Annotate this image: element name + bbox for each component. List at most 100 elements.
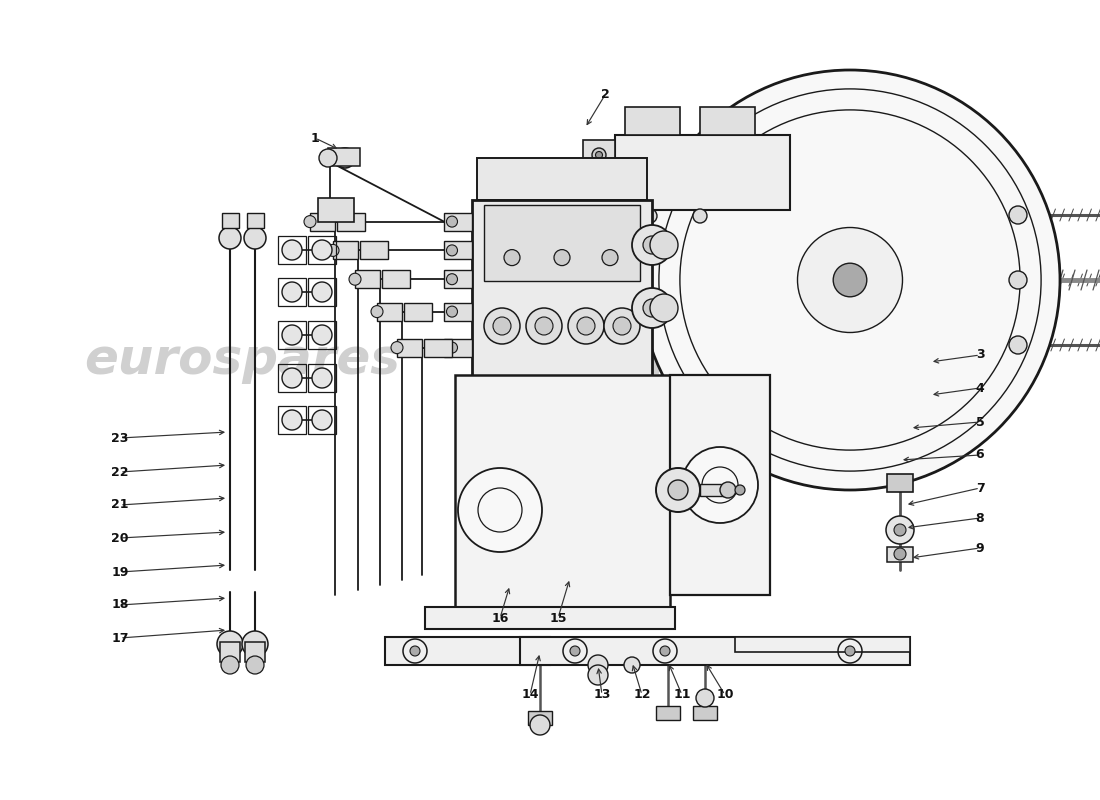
Bar: [656, 706, 680, 720]
Circle shape: [244, 227, 266, 249]
Bar: [615, 135, 790, 210]
Bar: [328, 148, 360, 166]
Circle shape: [221, 656, 239, 674]
Circle shape: [696, 689, 714, 707]
Circle shape: [246, 656, 264, 674]
Bar: [583, 140, 615, 205]
Circle shape: [312, 410, 332, 430]
Circle shape: [682, 447, 758, 523]
Bar: [455, 375, 670, 625]
Bar: [397, 338, 422, 357]
Bar: [700, 484, 728, 496]
Circle shape: [484, 308, 520, 344]
Bar: [333, 242, 358, 259]
Bar: [246, 213, 264, 228]
Bar: [278, 406, 306, 434]
Circle shape: [660, 646, 670, 656]
Circle shape: [312, 325, 332, 345]
Circle shape: [570, 646, 580, 656]
Bar: [887, 474, 913, 492]
Text: 23: 23: [111, 431, 129, 445]
Circle shape: [644, 236, 661, 254]
Bar: [245, 642, 265, 662]
Circle shape: [650, 294, 678, 322]
Circle shape: [592, 148, 606, 162]
Text: 3: 3: [976, 349, 984, 362]
Circle shape: [282, 368, 303, 388]
Text: 14: 14: [521, 689, 539, 702]
Circle shape: [613, 317, 631, 335]
Text: 9: 9: [976, 542, 984, 554]
Bar: [670, 375, 770, 595]
Circle shape: [650, 231, 678, 259]
Circle shape: [595, 151, 603, 158]
Bar: [528, 711, 552, 725]
Bar: [318, 198, 354, 222]
Circle shape: [886, 516, 914, 544]
Bar: [444, 213, 472, 230]
Circle shape: [336, 148, 355, 168]
Text: 17: 17: [111, 631, 129, 645]
Circle shape: [282, 240, 303, 260]
Circle shape: [624, 657, 640, 673]
Text: 2: 2: [601, 89, 609, 102]
Circle shape: [504, 250, 520, 266]
Bar: [220, 642, 240, 662]
Text: 7: 7: [976, 482, 984, 494]
Text: 11: 11: [673, 689, 691, 702]
Text: 1: 1: [310, 131, 319, 145]
Circle shape: [604, 308, 640, 344]
Bar: [477, 158, 647, 200]
Circle shape: [798, 227, 902, 333]
Circle shape: [447, 274, 458, 285]
Text: 16: 16: [492, 611, 508, 625]
Bar: [700, 107, 755, 135]
Bar: [425, 607, 675, 629]
Bar: [308, 236, 336, 264]
Circle shape: [304, 215, 316, 227]
Circle shape: [447, 216, 458, 227]
Circle shape: [282, 282, 303, 302]
Circle shape: [568, 308, 604, 344]
Circle shape: [632, 225, 672, 265]
Bar: [278, 278, 306, 306]
Bar: [625, 107, 680, 135]
Circle shape: [282, 410, 303, 430]
Bar: [310, 213, 336, 230]
Text: eurospares: eurospares: [579, 336, 895, 384]
Circle shape: [371, 306, 383, 318]
Circle shape: [349, 273, 361, 285]
Bar: [887, 547, 913, 562]
Text: 10: 10: [716, 689, 734, 702]
Text: 5: 5: [976, 415, 984, 429]
Circle shape: [1009, 206, 1027, 224]
Circle shape: [530, 715, 550, 735]
Text: 4: 4: [976, 382, 984, 394]
Bar: [355, 270, 380, 288]
Text: 18: 18: [111, 598, 129, 611]
Circle shape: [833, 263, 867, 297]
Text: 13: 13: [593, 689, 611, 702]
Circle shape: [894, 548, 906, 560]
Bar: [308, 406, 336, 434]
Circle shape: [644, 209, 657, 223]
Circle shape: [282, 325, 303, 345]
Bar: [308, 278, 336, 306]
Circle shape: [668, 480, 688, 500]
Bar: [221, 213, 239, 228]
Circle shape: [588, 655, 608, 675]
Circle shape: [219, 227, 241, 249]
Bar: [278, 364, 306, 392]
Bar: [520, 637, 910, 665]
Bar: [484, 206, 640, 281]
Circle shape: [644, 299, 661, 317]
Bar: [308, 321, 336, 349]
Circle shape: [845, 646, 855, 656]
Circle shape: [720, 482, 736, 498]
Bar: [444, 338, 472, 357]
Circle shape: [447, 245, 458, 256]
Bar: [444, 242, 472, 259]
Bar: [278, 321, 306, 349]
Circle shape: [390, 342, 403, 354]
Bar: [735, 637, 910, 652]
